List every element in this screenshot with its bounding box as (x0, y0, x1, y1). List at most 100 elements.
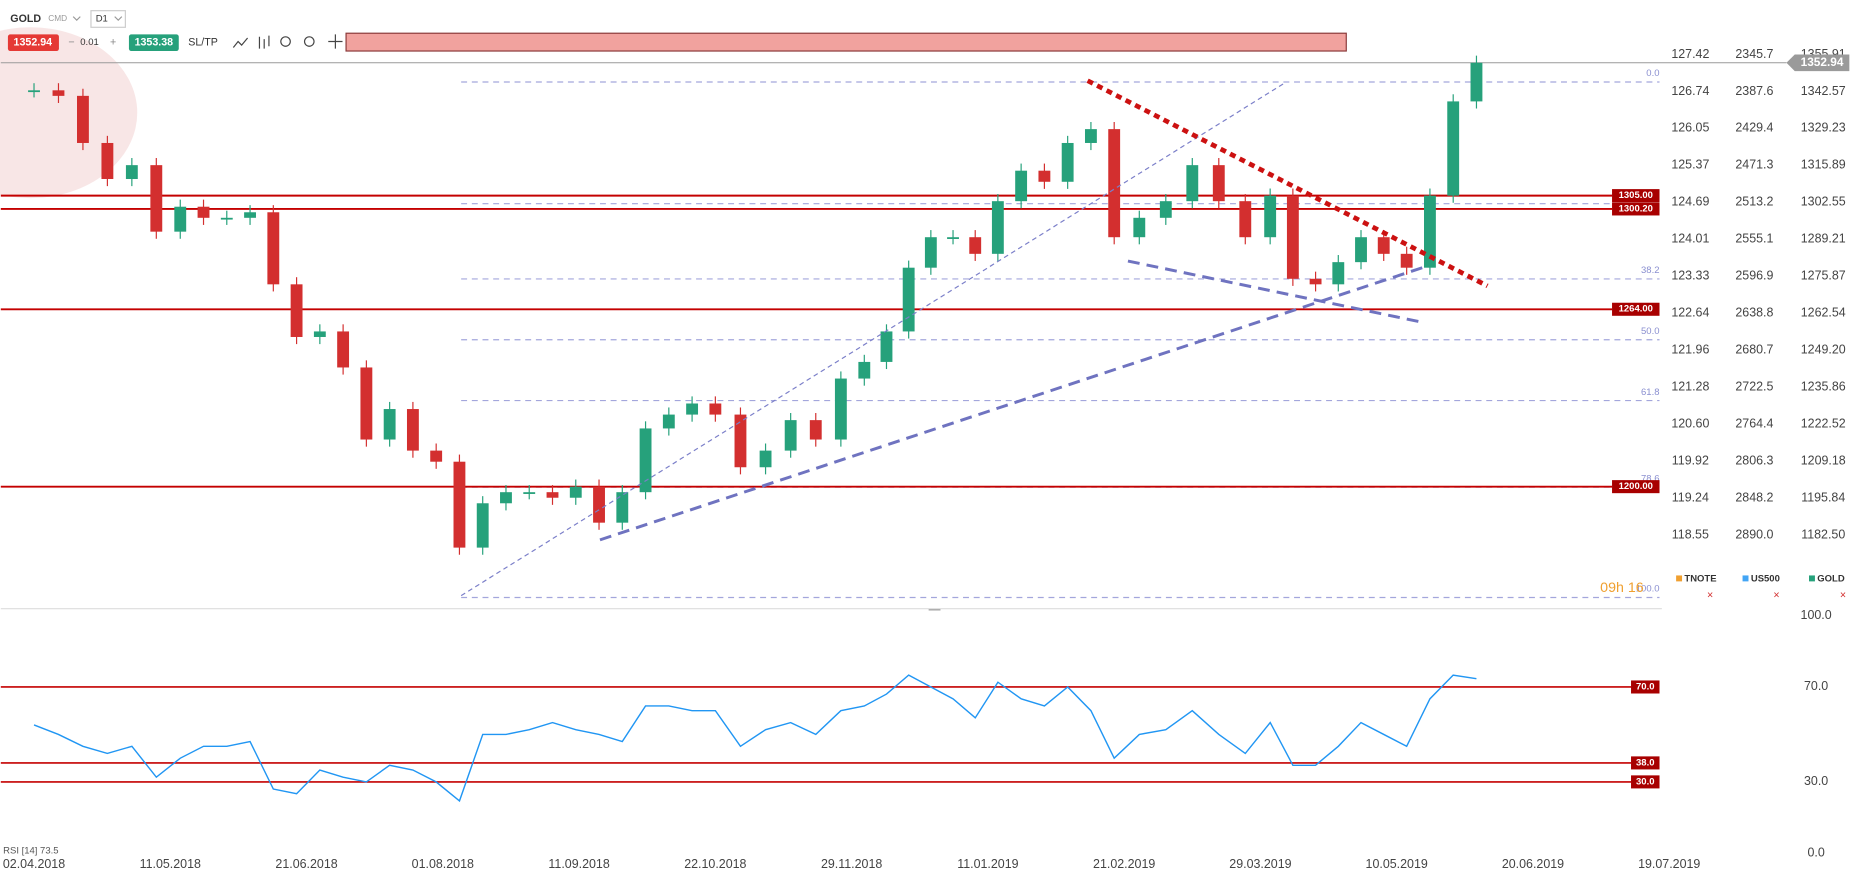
candle (1084, 129, 1097, 143)
order-bar[interactable] (345, 32, 1347, 52)
x-tick-label: 02.04.2018 (3, 857, 65, 871)
candle (616, 492, 629, 523)
y-tick-label: 1315.89 (1801, 158, 1846, 172)
fib-label: 0.0 (1646, 68, 1659, 79)
symbol[interactable]: GOLD (10, 13, 41, 25)
us500-tick-label: 2806.3 (1735, 453, 1773, 467)
candle (834, 378, 847, 440)
x-tick-label: 29.03.2019 (1229, 857, 1291, 871)
candle (430, 450, 443, 462)
level-label: 1305.00 (1619, 190, 1653, 201)
candle (125, 165, 138, 180)
tnote-tick-label: 122.64 (1671, 306, 1709, 320)
candle (1015, 170, 1028, 202)
tnote-tick-label: 124.69 (1671, 195, 1709, 209)
tnote-tick-label: 121.96 (1671, 343, 1709, 357)
sltp[interactable]: SL/TP (188, 37, 218, 49)
legend-swatch (1809, 575, 1815, 582)
tnote-tick-label: 126.74 (1671, 84, 1709, 98)
x-tick-label: 21.02.2019 (1093, 857, 1155, 871)
candle (924, 237, 937, 268)
tnote-tick-label: 121.28 (1671, 380, 1709, 394)
x-tick-label: 01.08.2018 (412, 857, 474, 871)
rsi-level-label: 70.0 (1636, 681, 1654, 692)
candle (476, 503, 489, 548)
timeframe[interactable]: D1 (96, 13, 108, 24)
candle (77, 95, 89, 143)
line-tool[interactable] (232, 37, 249, 48)
legend-swatch (1742, 575, 1749, 582)
candle (858, 361, 871, 379)
candle (569, 486, 582, 498)
bid[interactable]: 1352.94 (14, 37, 53, 49)
level-tag (1631, 775, 1660, 789)
tnote-tick-label: 127.42 (1671, 47, 1709, 61)
candle (1264, 195, 1277, 238)
spread: 0.01 (80, 37, 98, 48)
candle (383, 409, 396, 440)
candle (1447, 101, 1460, 196)
indicator-name: RSI [14] (3, 845, 37, 856)
us500-tick-label: 2848.2 (1735, 490, 1773, 504)
level-label: 1300.20 (1619, 203, 1653, 214)
candle (28, 90, 40, 93)
zoom-out[interactable] (280, 36, 291, 47)
fib-label: 78.6 (1641, 473, 1659, 484)
trend-line (1127, 259, 1425, 325)
us500-tick-label: 2513.2 (1735, 195, 1773, 209)
ask[interactable]: 1353.38 (135, 37, 174, 49)
candle (1470, 62, 1483, 102)
legend-entry[interactable]: US500 (1751, 574, 1780, 585)
minus[interactable]: − (68, 37, 74, 49)
crosshair[interactable] (328, 34, 343, 49)
tnote-tick-label: 126.05 (1671, 121, 1709, 135)
tnote-tick-label: 123.33 (1671, 269, 1709, 283)
us500-tick-label: 2345.7 (1735, 47, 1773, 61)
dropdown[interactable] (72, 16, 81, 22)
fib-label: 61.8 (1641, 387, 1659, 398)
candle (406, 409, 419, 451)
dropdown[interactable] (114, 16, 123, 22)
candle (244, 212, 256, 218)
y-tick-label: 1195.84 (1801, 490, 1845, 504)
plus[interactable]: + (110, 37, 116, 49)
x-tick-label: 11.05.2018 (140, 857, 201, 871)
us500-tick-label: 2764.4 (1735, 417, 1773, 431)
rsi-level-label: 38.0 (1636, 757, 1654, 768)
candle (197, 206, 210, 218)
resistance-line (1086, 78, 1489, 289)
indicator-label: RSI [14] 73.5 (3, 845, 58, 856)
candle (639, 428, 652, 493)
candle (759, 450, 772, 468)
candle (991, 201, 1004, 254)
legend-close[interactable]: × (1707, 589, 1713, 601)
legend-entry[interactable]: TNOTE (1684, 574, 1716, 585)
candle (174, 206, 187, 232)
fib-label: 100.0 (1636, 584, 1660, 595)
y-tick-label: 1222.52 (1801, 417, 1846, 431)
candle (880, 331, 893, 362)
x-tick-label: 29.11.2018 (821, 857, 882, 871)
level-label: 1264.00 (1619, 304, 1653, 315)
candle (1108, 129, 1121, 238)
level-tag (1631, 680, 1660, 694)
legend-close[interactable]: × (1773, 589, 1779, 601)
sell-button[interactable] (7, 34, 59, 52)
legend-close[interactable]: × (1840, 589, 1846, 601)
candle (734, 414, 747, 468)
candle (1186, 165, 1199, 202)
legend-entry[interactable]: GOLD (1817, 574, 1845, 585)
buy-button[interactable] (128, 34, 179, 52)
timeframe-box[interactable] (90, 10, 126, 28)
candle (360, 367, 373, 440)
candle (546, 492, 559, 498)
zoom-in[interactable] (303, 36, 315, 47)
tnote-tick-label: 119.92 (1672, 453, 1709, 467)
level-tag (1612, 302, 1660, 316)
candle (220, 217, 233, 220)
candle-tool[interactable] (258, 35, 270, 49)
us500-tick-label: 2890.0 (1735, 527, 1773, 541)
candle (1400, 253, 1413, 268)
candle (1332, 262, 1345, 285)
candle (1061, 142, 1074, 182)
